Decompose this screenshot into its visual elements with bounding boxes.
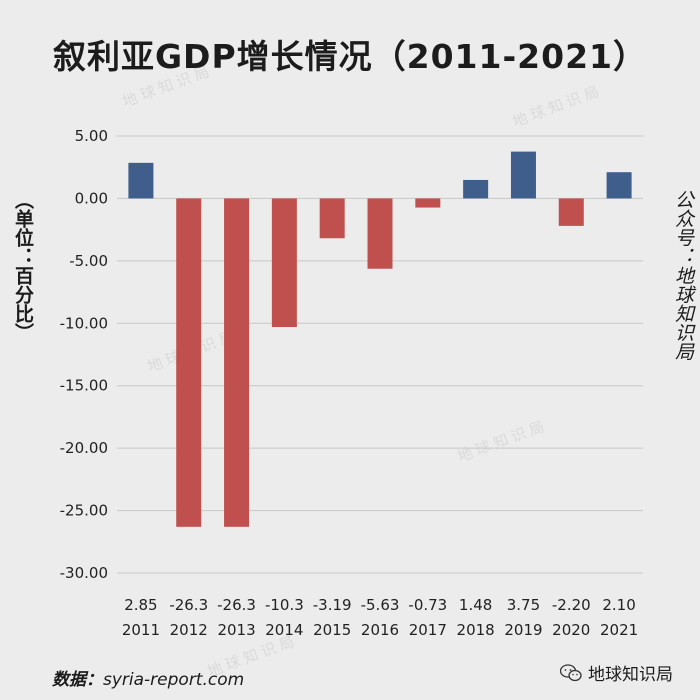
- bar-2015: [319, 198, 345, 239]
- source-label: 数据：: [52, 670, 103, 690]
- value-label: -2.20: [552, 596, 591, 614]
- x-tick-label: 2011: [122, 621, 160, 639]
- bar-2019: [510, 151, 536, 199]
- x-tick-label: 2017: [409, 621, 447, 639]
- x-tick-label: 2014: [265, 621, 303, 639]
- bar-2017: [415, 198, 441, 208]
- x-tick-label: 2019: [504, 621, 542, 639]
- y-tick-label: 5.00: [75, 127, 108, 145]
- x-tick-label: 2015: [313, 621, 351, 639]
- x-tick-label: 2020: [552, 621, 590, 639]
- wechat-icon: [560, 663, 582, 681]
- value-label: -3.19: [313, 596, 352, 614]
- bar-2014: [271, 198, 297, 328]
- value-label: 1.48: [459, 596, 492, 614]
- y-tick-label: 0.00: [75, 189, 108, 207]
- bar-2018: [463, 179, 489, 199]
- value-label: -5.63: [361, 596, 400, 614]
- bar-2013: [224, 198, 250, 527]
- x-tick-label: 2016: [361, 621, 399, 639]
- bar-2016: [367, 198, 393, 269]
- chart-title: 叙利亚GDP增长情况（2011-2021）: [52, 37, 648, 76]
- y-tick-label: -10.00: [60, 314, 108, 332]
- y-tick-label: -25.00: [60, 502, 108, 520]
- value-label: -26.3: [217, 596, 256, 614]
- brand: 地球知识局: [560, 660, 673, 685]
- x-tick-label: 2012: [170, 621, 208, 639]
- value-label: 3.75: [507, 596, 540, 614]
- brand-name: 地球知识局: [588, 665, 673, 685]
- x-tick-label: 2013: [217, 621, 255, 639]
- x-tick-label: 2021: [600, 621, 638, 639]
- y-tick-label: -30.00: [60, 564, 108, 582]
- bar-2021: [606, 172, 632, 199]
- bar-2011: [128, 162, 154, 199]
- y-tick-label: -15.00: [60, 377, 108, 395]
- value-label: -10.3: [265, 596, 304, 614]
- value-label: 2.85: [124, 596, 157, 614]
- side-label: 公众号：地球知识局: [672, 190, 694, 361]
- value-label: -26.3: [169, 596, 208, 614]
- value-label: 2.10: [602, 596, 635, 614]
- bar-2012: [176, 198, 202, 527]
- bar-2020: [558, 198, 584, 226]
- source-note: 数据：syria-report.com: [52, 665, 244, 690]
- value-label: -0.73: [408, 596, 447, 614]
- y-tick-label: -5.00: [69, 252, 108, 270]
- x-tick-label: 2018: [457, 621, 495, 639]
- y-tick-label: -20.00: [60, 439, 108, 457]
- y-axis-label: （单位：百分比）: [12, 190, 34, 342]
- source-text: syria-report.com: [103, 670, 245, 690]
